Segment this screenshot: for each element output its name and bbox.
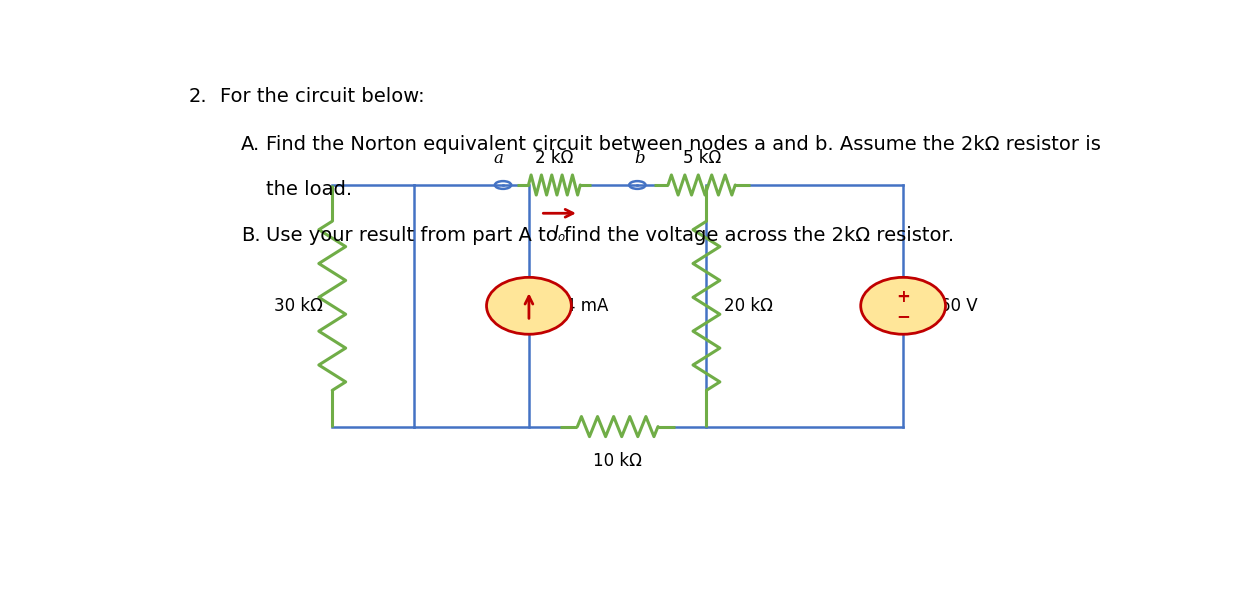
Text: the load.: the load.: [266, 181, 352, 200]
Text: B.: B.: [241, 226, 261, 245]
Text: 5 kΩ: 5 kΩ: [682, 149, 721, 167]
Text: 2 kΩ: 2 kΩ: [535, 149, 573, 167]
Text: 30 kΩ: 30 kΩ: [274, 297, 323, 315]
Text: 60 V: 60 V: [940, 297, 977, 315]
Text: Use your result from part A to find the voltage across the 2kΩ resistor.: Use your result from part A to find the …: [266, 226, 954, 245]
Text: Find the Norton equivalent circuit between nodes a and b. Assume the 2kΩ resisto: Find the Norton equivalent circuit betwe…: [266, 135, 1101, 154]
Text: −: −: [896, 307, 910, 325]
Text: a: a: [493, 150, 503, 167]
Text: $I_o$: $I_o$: [553, 223, 566, 243]
Text: b: b: [634, 150, 645, 167]
Text: 2.: 2.: [188, 87, 207, 106]
Text: For the circuit below:: For the circuit below:: [220, 87, 425, 106]
Ellipse shape: [487, 278, 572, 334]
Text: 20 kΩ: 20 kΩ: [724, 297, 773, 315]
Text: 10 kΩ: 10 kΩ: [593, 452, 643, 469]
Text: 4 mA: 4 mA: [566, 297, 609, 315]
Ellipse shape: [860, 278, 946, 334]
Text: A.: A.: [241, 135, 260, 154]
Text: +: +: [896, 288, 910, 306]
